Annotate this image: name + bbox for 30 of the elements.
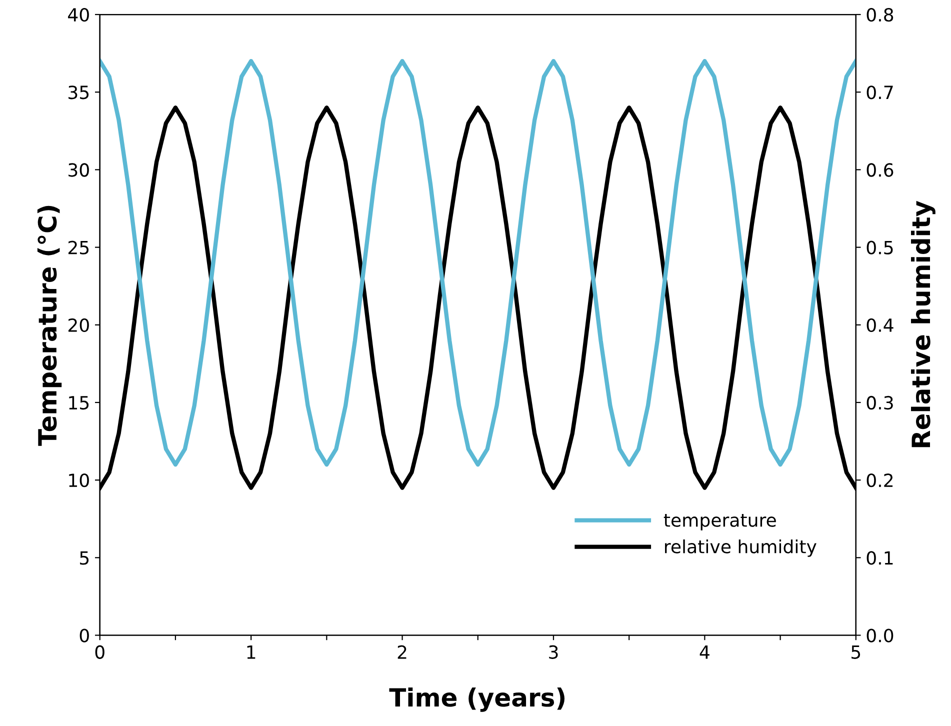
- x-axis-title: Time (years): [389, 687, 564, 712]
- x-tick-label: 3: [549, 645, 558, 659]
- y2-tick-label: 0.1: [866, 551, 893, 565]
- legend-label: temperature: [664, 514, 776, 530]
- y-tick-label: 35: [68, 86, 89, 100]
- y2-tick-label: 0.6: [866, 163, 894, 177]
- x-tick-label: 5: [852, 646, 860, 659]
- y-tick-label: 30: [68, 163, 89, 177]
- y-tick-label: 5: [80, 551, 89, 565]
- y2-tick-label: 0.7: [866, 86, 893, 100]
- line-series: [100, 58, 856, 467]
- y2-tick-label: 0.5: [866, 240, 893, 254]
- y2-tick-label: 0.0: [866, 628, 894, 642]
- y-tick-label: 20: [68, 318, 89, 332]
- x-tick-label: 4: [700, 646, 710, 659]
- y-tick-label: 10: [69, 474, 89, 488]
- y-tick-label: 40: [68, 8, 89, 22]
- y-tick-label: 0: [80, 628, 89, 642]
- legend-label: relative humidity: [665, 539, 816, 557]
- y-axis-title: Temperature (°C): [37, 206, 62, 446]
- y2-tick-label: 0.4: [866, 318, 894, 332]
- y2-tick-label: 0.2: [866, 474, 893, 488]
- x-tick-label: 2: [398, 645, 406, 659]
- x-tick-label: 0: [95, 645, 104, 659]
- y2-axis-title: Relative humidity: [911, 200, 936, 448]
- y2-tick-label: 0.8: [866, 8, 894, 22]
- y2-tick-label: 0.3: [866, 396, 893, 410]
- y-tick-label: 15: [69, 396, 89, 410]
- x-tick-label: 1: [247, 646, 256, 659]
- y-tick-label: 25: [68, 240, 89, 254]
